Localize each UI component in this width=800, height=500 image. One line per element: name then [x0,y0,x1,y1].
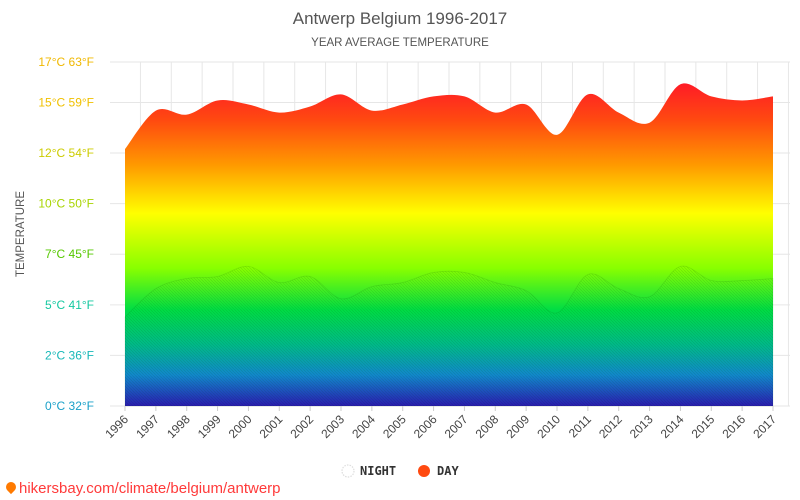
y-axis-ticks: 0°C 32°F 2°C 36°F 5°C 41°F 7°C 45°F 10°C 50°… [38,55,94,413]
y-tick-label: 17°C 63°F [38,55,94,69]
location-pin-icon [3,479,19,495]
x-tick-label: 2000 [226,412,255,441]
y-tick-label: 15°C 59°F [38,95,94,109]
chart-title: Antwerp Belgium 1996-2017 [293,9,508,28]
source-link-text: hikersbay.com/climate/belgium/antwerp [19,480,281,497]
legend-day-label: DAY [437,464,459,478]
x-tick-label: 2010 [534,412,563,441]
y-tick-label: 12°C 54°F [38,146,94,160]
y-tick-label: 2°C 36°F [45,348,94,362]
x-tick-label: 2011 [566,412,594,440]
x-tick-label: 2004 [349,412,378,441]
x-axis-ticks: 1996 1997 1998 1999 2000 2001 2002 2003 2004 2005… [102,406,779,441]
y-tick-label: 7°C 45°F [45,247,94,261]
x-tick-label: 2017 [750,412,779,441]
x-tick-label: 1998 [164,412,193,441]
x-tick-label: 2005 [380,412,409,441]
x-tick-label: 2016 [719,412,748,441]
y-axis-label: TEMPERATURE [15,191,27,277]
x-tick-label: 2008 [473,412,502,441]
legend-night-swatch [341,464,355,478]
x-tick-label: 2002 [287,412,316,441]
legend-night-label: NIGHT [360,464,396,478]
legend-item-night[interactable]: NIGHT [341,464,396,478]
x-tick-label: 2009 [503,412,532,441]
x-tick-label: 1996 [102,412,131,441]
y-tick-label: 0°C 32°F [45,399,94,413]
x-tick-label: 2003 [318,412,347,441]
legend: NIGHT DAY [341,464,459,478]
x-tick-label: 2012 [596,412,625,441]
x-tick-label: 2006 [411,412,440,441]
x-tick-label: 2013 [627,412,656,441]
x-tick-label: 1999 [195,412,224,441]
y-tick-label: 10°C 50°F [38,197,94,211]
source-link[interactable]: hikersbay.com/climate/belgium/antwerp [3,479,281,497]
y-tick-label: 5°C 41°F [45,298,94,312]
plot-area [124,83,774,407]
x-tick-label: 2001 [257,412,286,441]
legend-item-day[interactable]: DAY [418,464,459,478]
x-tick-label: 2014 [658,412,687,441]
series-night-area [124,265,774,407]
x-tick-label: 1997 [133,412,162,441]
x-tick-label: 2015 [689,412,718,441]
legend-day-swatch [418,465,430,477]
chart-subtitle: YEAR AVERAGE TEMPERATURE [311,37,489,49]
x-tick-label: 2007 [442,412,471,441]
